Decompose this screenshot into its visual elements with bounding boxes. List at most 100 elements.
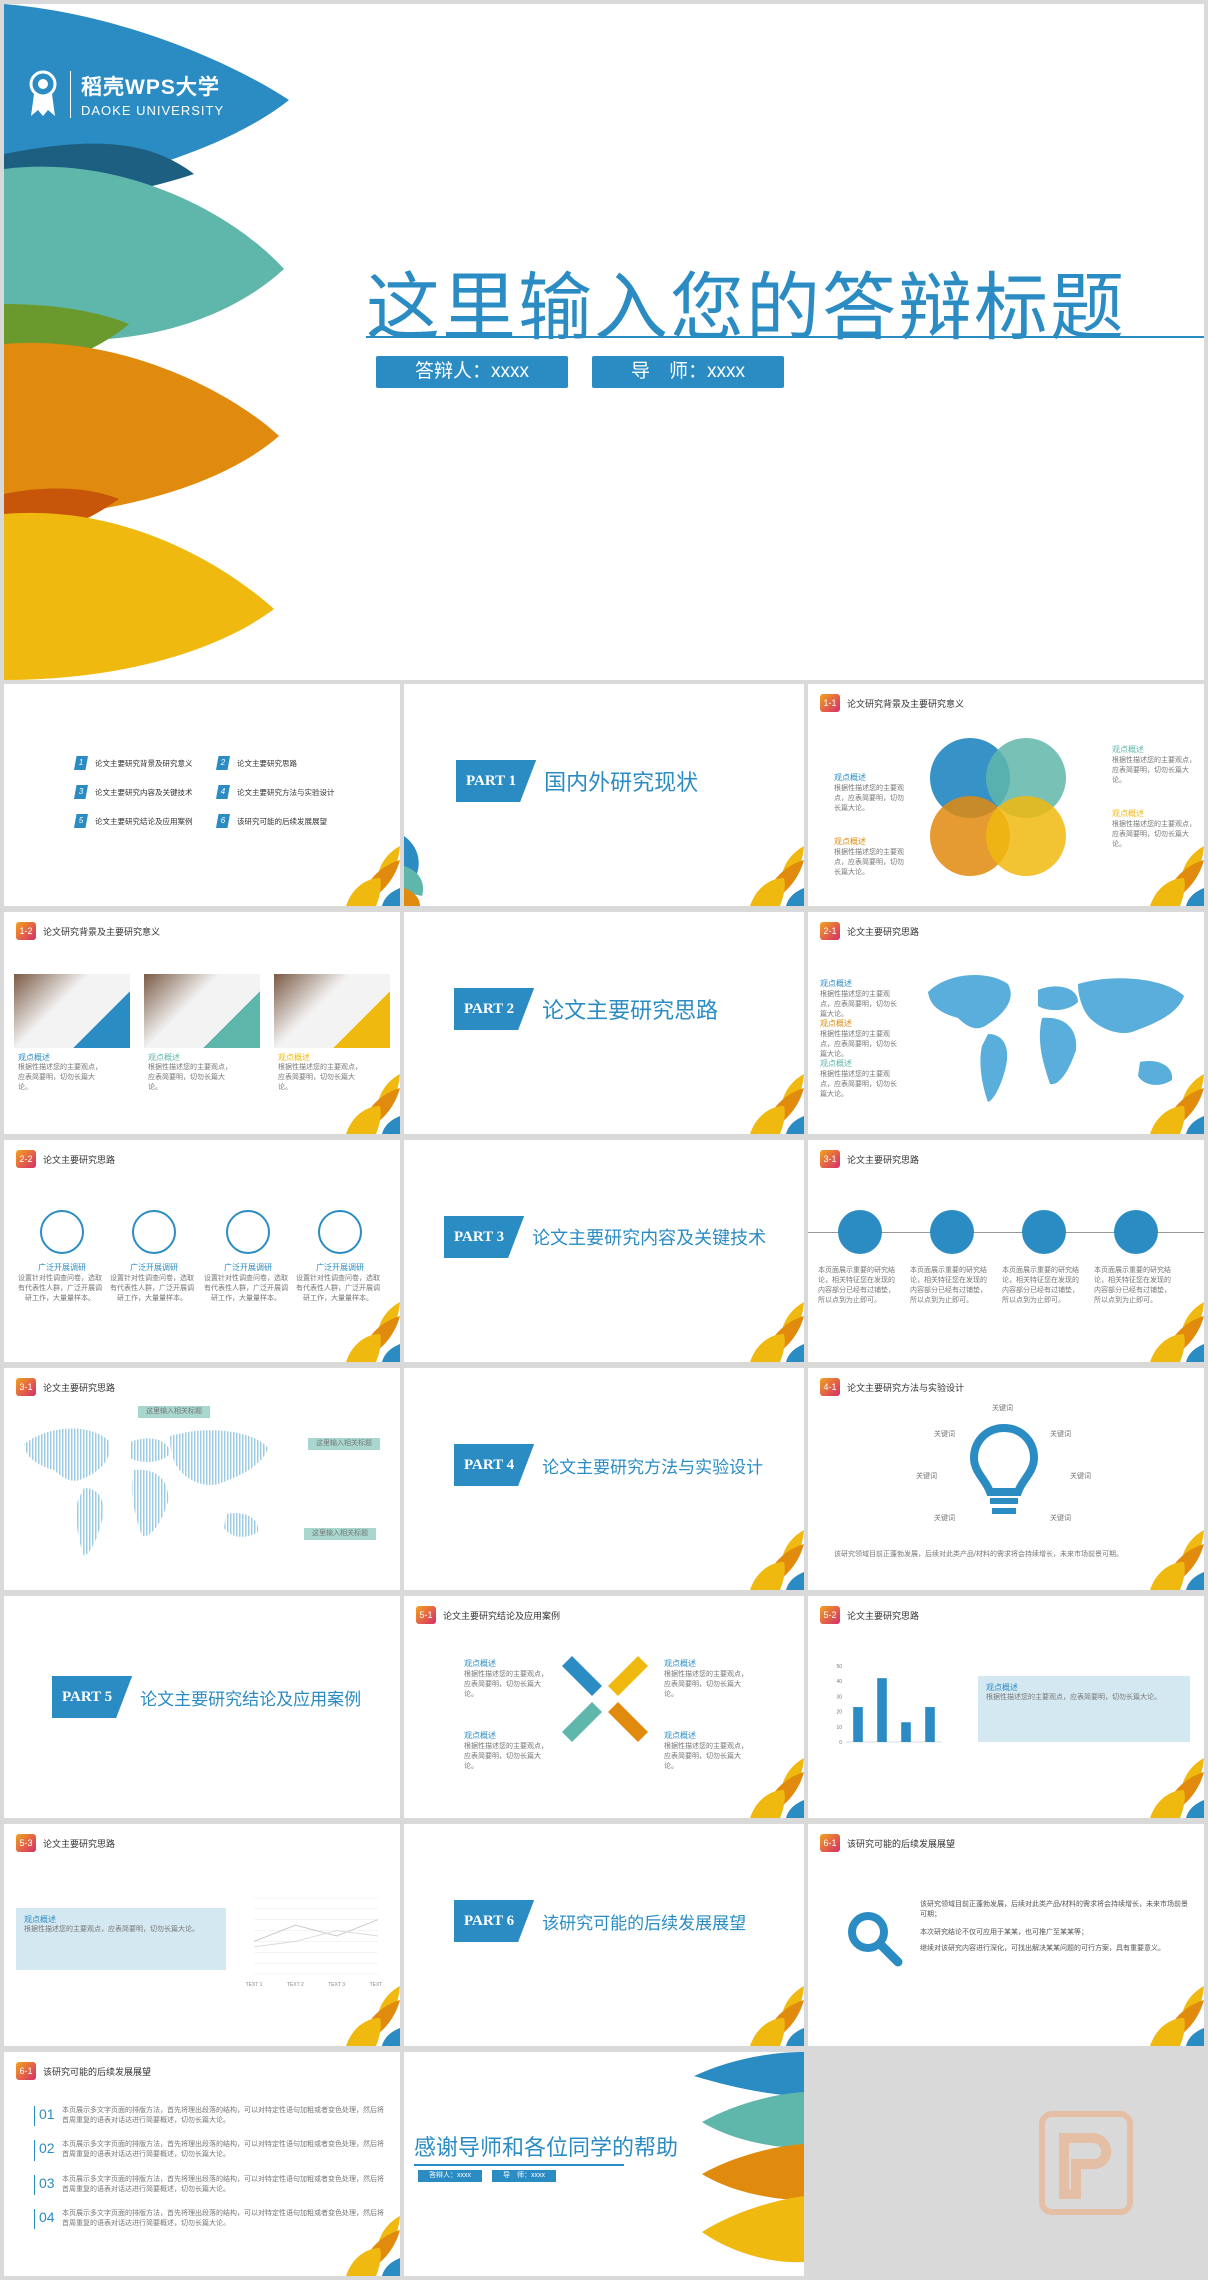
x-tick-label: TEXT 3 <box>328 1982 345 1988</box>
section-title: 论文主要研究方法与实验设计 <box>847 1382 965 1393</box>
summary-num: 03 <box>34 2174 62 2195</box>
expand-text: 设置针对性调查问卷，选取有代表性人群，广泛开展调研工作，大量量样本。 <box>296 1275 380 1303</box>
logo: 稻壳WPS大学 DAOKE UNIVERSITY <box>26 70 224 118</box>
toc-label: 论文主要研究方法与实验设计 <box>237 787 335 797</box>
part-title: 论文主要研究结论及应用案例 <box>140 1689 362 1709</box>
section-title: 论文主要研究思路 <box>43 1382 116 1393</box>
toc-item[interactable]: 4 论文主要研究方法与实验设计 <box>216 785 335 799</box>
part-title: 论文主要研究思路 <box>542 998 719 1023</box>
keyword-label: 关键词 <box>1070 1473 1091 1480</box>
point-text: 根据性描述您的主要观点，应表简要明，切勿长篇大论。 <box>148 1064 232 1092</box>
toc-item[interactable]: 3 论文主要研究内容及关键技术 <box>74 785 193 799</box>
thanks-title: 感谢导师和各位同学的帮助 <box>414 2135 679 2160</box>
x-tick-label: TEXT 2 <box>287 1982 304 1988</box>
summary-num: 01 <box>34 2106 62 2127</box>
part-badge: PART 4 <box>454 1444 535 1486</box>
part-badge: PART 6 <box>454 1900 535 1942</box>
x-diagram <box>562 1656 648 1742</box>
summary-text: 本页展示多文字页面的排版方法，首先将理出段落的结构，可以对特定性语句加粗或者变色… <box>62 2209 384 2227</box>
point-label: 观点概述 <box>664 1659 696 1668</box>
advisor-pill: 导 师：xxxx <box>592 356 784 388</box>
keyword-label: 关键词 <box>1050 1431 1071 1438</box>
section-number: 2-2 <box>16 1150 36 1168</box>
line-chart: TEXT 1 TEXT 2 TEXT 3 TEXT 4 <box>246 1897 384 1988</box>
point-text: 根据性描述您的主要观点，应表简要明，切勿长篇大论。 <box>820 1071 897 1099</box>
toc-item[interactable]: 5 论文主要研究结论及应用案例 <box>74 814 193 828</box>
toc-num: 4 <box>216 785 230 799</box>
section-number: 1-2 <box>16 922 36 940</box>
photo-thumbnail <box>14 974 130 1048</box>
section-number: 3-1 <box>16 1378 36 1396</box>
point-text: 根据性描述您的主要观点，应表简要明，切勿长篇大论。 <box>18 1064 102 1092</box>
point-label: 观点概述 <box>820 979 852 988</box>
petal-decoration <box>750 1074 804 1134</box>
toc-item[interactable]: 1 论文主要研究背景及研究意义 <box>74 756 193 770</box>
map-label: 这里输入相关标题 <box>308 1438 380 1451</box>
series-line <box>253 1930 379 1948</box>
toc-slide: 1 论文主要研究背景及研究意义 2 论文主要研究思路 3 论文主要研究内容及关键技术 … <box>4 684 400 906</box>
part-title: 论文主要研究内容及关键技术 <box>532 1228 767 1248</box>
petal-decoration <box>1150 1074 1204 1134</box>
point-label: 观点概述 <box>1112 745 1144 754</box>
point-text: 根据性描述您的主要观点，应表简要明，切勿长篇大论。 <box>986 1694 1161 1701</box>
point-label: 观点概述 <box>18 1053 50 1062</box>
venn-diagram <box>930 738 1066 876</box>
point-label: 观点概述 <box>986 1683 1018 1692</box>
point-text: 根据性描述您的主要观点，应表简要明，切勿长篇大论。 <box>464 1743 548 1771</box>
point-label: 观点概述 <box>464 1659 496 1668</box>
petal-decoration <box>1150 1758 1204 1818</box>
expand-label: 广泛开展调研 <box>38 1263 86 1272</box>
petal-decoration <box>1150 1530 1204 1590</box>
petal-decoration <box>750 846 804 906</box>
series-line <box>253 1919 379 1942</box>
part-badge: PART 3 <box>444 1216 525 1258</box>
point-label: 观点概述 <box>278 1053 310 1062</box>
bar <box>901 1722 911 1742</box>
point-label: 观点概述 <box>820 1059 852 1068</box>
summary-text: 本页展示多文字页面的排版方法，首先将理出段落的结构，可以对特定性语句加粗或者变色… <box>62 2141 384 2159</box>
flow-text: 本页面展示重要的研究结论，相关特征您在发现的内容部分已经有过铺垫，所以点到为止即… <box>1094 1267 1171 1305</box>
bullet-text: 该研究领域目前正蓬勃发展，后续对此类产品/材料的需求将会持续增长，未来市场前景可… <box>920 1901 1188 1919</box>
bar <box>877 1678 887 1742</box>
point-label: 观点概述 <box>820 1019 852 1028</box>
summary-num: 02 <box>34 2140 62 2161</box>
point-label: 观点概述 <box>834 773 866 782</box>
summary-item: 02 本页展示多文字页面的排版方法，首先将理出段落的结构，可以对特定性语句加粗或者… <box>34 2140 384 2161</box>
bullet-text: 本次研究结论不仅可应用于某某，也可推广至某某等； <box>920 1929 1088 1936</box>
flow-text: 本页面展示重要的研究结论，相关特征您在发现的内容部分已经有过铺垫，所以点到为止即… <box>818 1267 895 1305</box>
summary-list: 01 本页展示多文字页面的排版方法，首先将理出段落的结构，可以对特定性语句加粗或者… <box>34 2106 384 2230</box>
y-tick-label: 20 <box>836 1710 842 1716</box>
petal-decoration <box>346 1074 400 1134</box>
map-label: 这里输入相关标题 <box>138 1406 210 1419</box>
section-title: 论文主要研究思路 <box>847 1610 920 1621</box>
toc-item[interactable]: 6 该研究可能的后续发展展望 <box>216 814 327 828</box>
section-title: 该研究可能的后续发展展望 <box>43 2066 152 2077</box>
leaf-decoration <box>4 4 289 680</box>
y-tick-label: 40 <box>836 1679 842 1685</box>
flow-text: 本页面展示重要的研究结论，相关特征您在发现的内容部分已经有过铺垫，所以点到为止即… <box>1002 1267 1079 1305</box>
x-tick-label: TEXT 4 <box>370 1982 384 1988</box>
slide-2-1: 2-1 论文主要研究思路 观点概述 根据性描述您的主要观点，应表简要明，切勿长篇大… <box>808 912 1204 1134</box>
summary-text: 本页展示多文字页面的排版方法，首先将理出段落的结构，可以对特定性语句加粗或者变色… <box>62 2107 384 2125</box>
toc-num: 6 <box>216 814 230 828</box>
section-number: 5-1 <box>416 1606 436 1624</box>
expand-text: 设置针对性调查问卷，选取有代表性人群，广泛开展调研工作，大量量样本。 <box>110 1275 194 1303</box>
section-number: 6-1 <box>16 2062 36 2080</box>
empty-tile <box>808 2052 1204 2276</box>
toc-label: 论文主要研究思路 <box>237 758 297 768</box>
keyword-label: 关键词 <box>1050 1515 1071 1522</box>
section-number: 1-1 <box>820 694 840 712</box>
point-text: 根据性描述您的主要观点，应表简要明，切勿长篇大论。 <box>820 1031 897 1059</box>
photo-thumbnail <box>144 974 260 1048</box>
world-map <box>928 974 1184 1102</box>
toc-item[interactable]: 2 论文主要研究思路 <box>216 756 297 770</box>
point-label: 观点概述 <box>24 1915 56 1924</box>
user-icon <box>838 1210 882 1254</box>
summary-item: 03 本页展示多文字页面的排版方法，首先将理出段落的结构，可以对特定性语句加粗或者… <box>34 2174 384 2195</box>
keyword-label: 关键词 <box>992 1405 1013 1412</box>
toc-num: 5 <box>74 814 88 828</box>
point-label: 观点概述 <box>464 1731 496 1740</box>
keyword-label: 关键词 <box>934 1431 955 1438</box>
part-title: 该研究可能的后续发展展望 <box>542 1913 747 1933</box>
section-number: 3-1 <box>820 1150 840 1168</box>
